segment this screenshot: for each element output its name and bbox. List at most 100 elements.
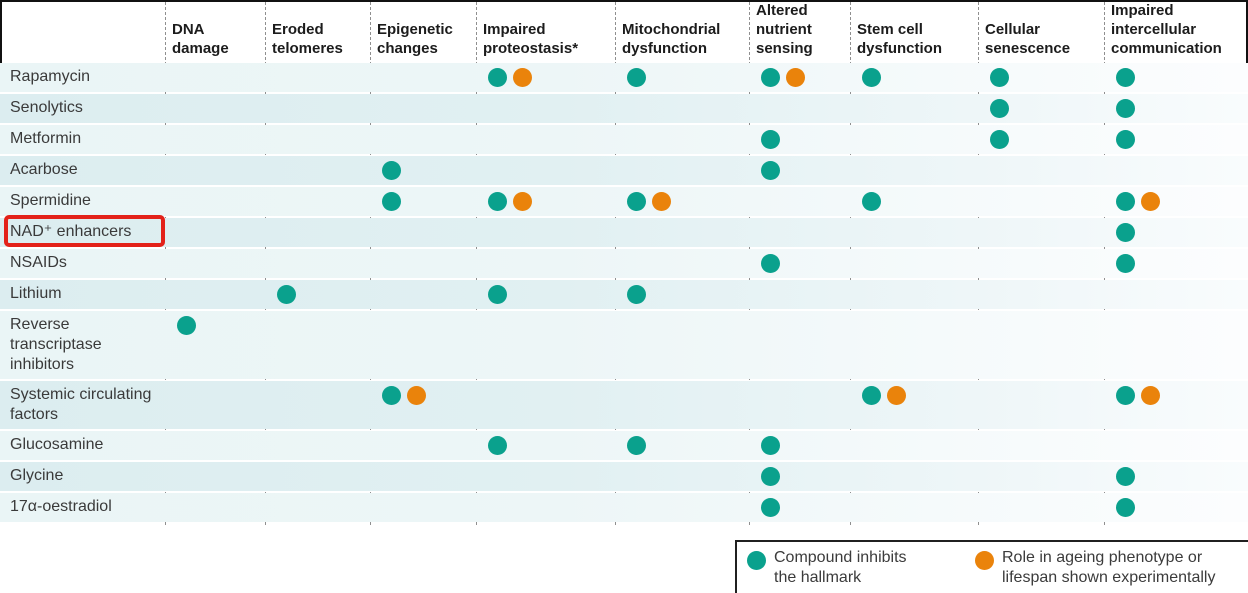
matrix-cell	[476, 280, 615, 309]
matrix-cell	[978, 431, 1104, 460]
matrix-cell	[749, 125, 850, 154]
inhibits-dot	[382, 386, 401, 405]
matrix-cell	[1104, 280, 1248, 309]
matrix-cell	[370, 125, 476, 154]
inhibits-dot	[627, 192, 646, 211]
matrix-cell	[1104, 462, 1248, 491]
matrix-cell	[476, 125, 615, 154]
figure-border-top	[0, 0, 1248, 2]
row-label: Glucosamine	[10, 436, 104, 453]
matrix-cell	[476, 187, 615, 216]
legend-label: Role in ageing phenotype or lifespan sho…	[1002, 549, 1216, 586]
matrix-cell	[615, 462, 749, 491]
matrix-cell	[265, 218, 370, 247]
matrix-cell	[978, 249, 1104, 278]
matrix-cell	[615, 156, 749, 185]
inhibits-dot	[627, 68, 646, 87]
matrix-cell	[1104, 431, 1248, 460]
matrix-cell	[165, 431, 265, 460]
matrix-cell	[615, 249, 749, 278]
row-label: Lithium	[10, 285, 62, 302]
matrix-cell	[978, 125, 1104, 154]
matrix-cell	[476, 493, 615, 522]
matrix-cell	[476, 311, 615, 379]
drug-row: Acarbose	[0, 156, 1248, 185]
inhibits-dot	[488, 285, 507, 304]
experimental-dot	[513, 68, 532, 87]
matrix-rows: Rapamycin Senolytics Metformin Acarbose Sper…	[0, 63, 1248, 524]
matrix-cell	[978, 218, 1104, 247]
inhibits-dot	[1116, 130, 1135, 149]
matrix-cell	[165, 63, 265, 92]
inhibits-dot	[862, 386, 881, 405]
drug-row: NAD⁺ enhancers	[0, 218, 1248, 247]
row-label: Acarbose	[10, 161, 78, 178]
row-label: Reverse transcriptase inhibitors	[10, 316, 102, 373]
matrix-cell	[165, 125, 265, 154]
drug-row: Lithium	[0, 280, 1248, 309]
inhibits-dot	[761, 161, 780, 180]
row-label: NSAIDs	[10, 254, 67, 271]
matrix-cell	[615, 94, 749, 123]
drug-row: Senolytics	[0, 94, 1248, 123]
matrix-cell	[265, 94, 370, 123]
matrix-cell	[978, 493, 1104, 522]
inhibits-dot	[761, 436, 780, 455]
matrix-cell	[749, 249, 850, 278]
drug-row: Spermidine	[0, 187, 1248, 216]
matrix-cell	[1104, 493, 1248, 522]
matrix-cell	[265, 431, 370, 460]
row-label: Systemic circulating factors	[10, 386, 152, 423]
matrix-cell	[370, 493, 476, 522]
column-header: Stem cell dysfunction	[857, 21, 942, 57]
experimental-dot	[1141, 386, 1160, 405]
column-headers: DNA damage Eroded telomeres Epigenetic cha…	[0, 0, 1248, 62]
matrix-cell	[749, 493, 850, 522]
matrix-cell	[165, 218, 265, 247]
matrix-cell	[749, 462, 850, 491]
inhibits-dot	[761, 254, 780, 273]
matrix-cell	[1104, 311, 1248, 379]
row-label: 17α-oestradiol	[10, 498, 112, 515]
matrix-cell	[978, 280, 1104, 309]
matrix-cell	[1104, 125, 1248, 154]
matrix-cell	[1104, 187, 1248, 216]
row-label: NAD⁺ enhancers	[10, 223, 132, 240]
inhibits-dot	[1116, 99, 1135, 118]
matrix-cell	[476, 94, 615, 123]
matrix-cell	[165, 381, 265, 429]
figure-border-right	[1246, 0, 1248, 70]
matrix-cell	[165, 462, 265, 491]
matrix-cell	[476, 431, 615, 460]
inhibits-dot	[1116, 467, 1135, 486]
matrix-cell	[265, 187, 370, 216]
matrix-cell	[165, 493, 265, 522]
inhibits-dot	[382, 161, 401, 180]
matrix-cell	[978, 63, 1104, 92]
drug-row: Rapamycin	[0, 63, 1248, 92]
matrix-cell	[850, 249, 978, 278]
drug-row: NSAIDs	[0, 249, 1248, 278]
matrix-cell	[370, 156, 476, 185]
matrix-cell	[850, 493, 978, 522]
matrix-cell	[165, 311, 265, 379]
row-label: Rapamycin	[10, 68, 91, 85]
figure-border-left	[0, 0, 2, 92]
matrix-cell	[615, 280, 749, 309]
matrix-cell	[370, 249, 476, 278]
highlight-box	[4, 215, 165, 247]
inhibits-dot	[1116, 223, 1135, 242]
matrix-cell	[476, 63, 615, 92]
inhibits-dot	[761, 130, 780, 149]
matrix-cell	[850, 156, 978, 185]
column-header: Cellular senescence	[985, 21, 1071, 57]
inhibits-dot	[627, 285, 646, 304]
matrix-cell	[165, 280, 265, 309]
matrix-cell	[850, 94, 978, 123]
matrix-cell	[370, 431, 476, 460]
matrix-cell	[749, 431, 850, 460]
matrix-cell	[615, 493, 749, 522]
drug-row: Metformin	[0, 125, 1248, 154]
matrix-cell	[1104, 381, 1248, 429]
